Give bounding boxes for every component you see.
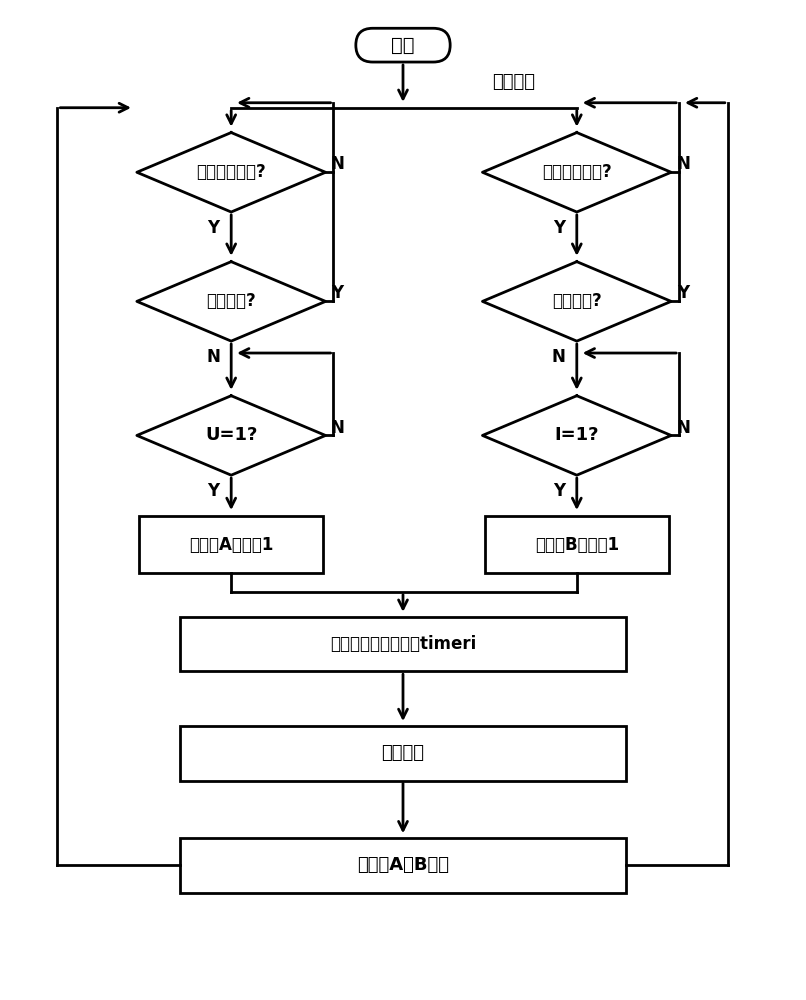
Text: N: N [206,348,220,366]
Text: N: N [676,155,690,173]
Text: 两者相减得到相位差timeri: 两者相减得到相位差timeri [330,635,476,653]
Text: 检测开关按下?: 检测开关按下? [542,163,612,181]
Text: 检测开关按下?: 检测开关按下? [197,163,266,181]
Text: Y: Y [553,219,565,237]
Text: N: N [676,419,690,437]
Text: Y: Y [331,284,343,302]
Text: 开始: 开始 [391,36,415,55]
Text: Y: Y [553,482,565,500]
FancyBboxPatch shape [355,28,451,62]
Text: Y: Y [677,284,689,302]
Text: 计数器B计数加1: 计数器B计数加1 [534,536,619,554]
Bar [485,516,669,573]
Text: Y: Y [207,219,219,237]
Text: 计数器A计数加1: 计数器A计数加1 [189,536,273,554]
Text: N: N [330,419,344,437]
Text: Y: Y [207,482,219,500]
Text: 计数结束?: 计数结束? [552,292,601,310]
Bar [139,516,323,573]
Bar [180,726,626,781]
Text: 计数器A、B清零: 计数器A、B清零 [357,856,449,874]
Text: 计数结束?: 计数结束? [206,292,256,310]
Text: 均值滤波: 均值滤波 [381,744,425,762]
Text: 信号触发: 信号触发 [492,73,535,91]
Text: N: N [330,155,344,173]
Text: I=1?: I=1? [555,426,599,444]
Text: U=1?: U=1? [205,426,257,444]
Bar [180,617,626,671]
Bar [180,838,626,893]
Text: N: N [552,348,566,366]
